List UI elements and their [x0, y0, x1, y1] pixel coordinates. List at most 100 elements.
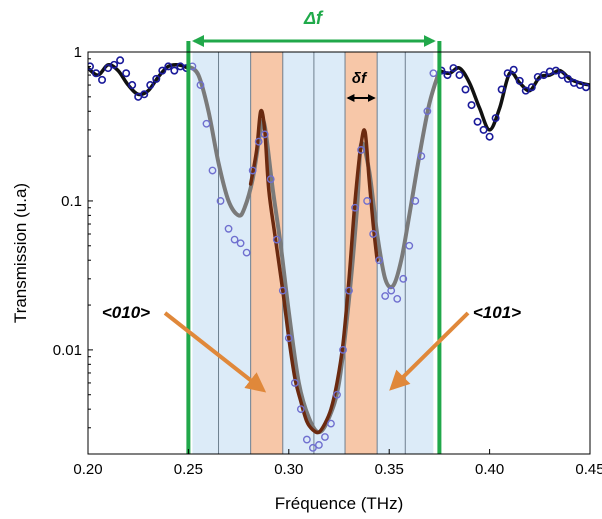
outer-data-point [146, 81, 155, 90]
plot-frame [87, 51, 591, 455]
y-tick-label: 0.1 [61, 193, 82, 210]
inner-data-point [339, 345, 347, 354]
inner-data-point [272, 235, 281, 244]
outer-data-point [509, 65, 518, 74]
outer-data-point [140, 90, 149, 99]
inner-data-point [333, 390, 341, 399]
y-axis-title: Transmission (u.a) [11, 183, 30, 323]
inner-data-point [224, 224, 233, 233]
x-axis-ticks: 0.20 0.25 0.30 0.35 0.40 0.45 [73, 449, 602, 478]
inner-data-point [381, 292, 390, 300]
x-tick-label: 0.35 [375, 461, 404, 478]
blue-band [218, 52, 251, 454]
frequency-bands [192, 52, 434, 454]
outer-data-point [485, 132, 494, 141]
x-tick-label: 0.40 [475, 461, 504, 478]
inner-data-point [327, 419, 335, 428]
outer-data-point [467, 101, 476, 110]
inner-data-point [208, 166, 217, 175]
inner-data-point [351, 203, 359, 212]
inner-data-point [387, 286, 396, 295]
inner-data-point [196, 81, 205, 89]
outer-data-point [455, 71, 464, 80]
inner-data-point [321, 433, 329, 441]
outer-data-point [491, 114, 500, 123]
y-axis-ticks: 0.01 0.1 1 [53, 44, 93, 455]
inner-data-point [369, 230, 378, 238]
x-tick-label: 0.25 [174, 461, 203, 478]
outer-data-point [473, 117, 482, 126]
inner-data-point [308, 443, 317, 452]
outer-data-point [122, 69, 131, 78]
stopband-lines [186, 41, 442, 454]
inner-data-point [363, 197, 372, 205]
outer-data-point [497, 85, 506, 94]
outer-data-point [521, 86, 530, 95]
outer-data-point [563, 74, 572, 83]
x-tick-label: 0.30 [274, 461, 303, 478]
inner-data-point [254, 137, 263, 146]
outer-data-point [128, 81, 137, 90]
inner-data-point [393, 294, 402, 303]
outer-data-point [92, 69, 101, 78]
blue-band [192, 52, 219, 454]
x-axis-title: Fréquence (THz) [275, 494, 403, 513]
outer-data-point [539, 71, 548, 80]
direction-arrow-101 [389, 311, 470, 391]
inner-data-point [266, 175, 275, 184]
inner-data-point [202, 119, 211, 128]
direction-label-101: <101> [473, 303, 521, 322]
outer-data-point [110, 60, 119, 69]
inner-data-point [302, 435, 311, 444]
outer-data-point [104, 64, 113, 73]
outer-data-point [116, 56, 125, 65]
outer-data-point [515, 76, 524, 85]
outer-data-point [98, 75, 107, 84]
inner-data-point [357, 146, 365, 154]
points-layer [88, 56, 590, 452]
inner-data-point [399, 274, 408, 283]
inner-data-point [248, 166, 257, 175]
inner-data-point [345, 286, 353, 295]
cell-width-label: δf [352, 70, 368, 87]
outer-curve-left [88, 62, 191, 97]
outer-data-point [479, 125, 488, 134]
inner-data-point [296, 405, 305, 414]
outer-data-point [461, 85, 470, 94]
direction-arrow-010 [163, 311, 267, 393]
x-tick-label: 0.45 [575, 461, 602, 478]
outer-data-point [527, 83, 536, 92]
inner-data-point [375, 256, 384, 265]
outer-data-point [551, 66, 560, 75]
inner-data-point [423, 107, 432, 116]
outer-data-point [503, 69, 512, 78]
inner-data-point [411, 197, 420, 205]
x-tick-label: 0.20 [73, 461, 102, 478]
y-tick-label: 0.01 [53, 342, 82, 359]
inner-data-point [236, 239, 245, 248]
y-tick-label: 1 [74, 44, 82, 61]
outer-data-point [158, 66, 167, 75]
stopband-width-label: Δf [303, 8, 324, 28]
direction-label-010: <010> [102, 303, 150, 322]
resonance-curve [248, 108, 379, 435]
outer-data-point [557, 71, 566, 80]
inner-data-point [284, 334, 293, 342]
inner-data-point [230, 235, 239, 244]
inner-data-point [278, 286, 287, 295]
inner-data-point [315, 441, 323, 449]
outer-data-point [164, 62, 173, 71]
inner-data-point [405, 241, 414, 250]
outer-data-point [88, 62, 95, 71]
outer-data-point [152, 74, 161, 83]
inner-data-point [429, 69, 438, 78]
outer-data-point [443, 71, 452, 80]
outer-data-point [449, 64, 458, 73]
outer-data-point [170, 66, 179, 75]
inner-data-point [260, 130, 269, 139]
inner-data-point [216, 197, 225, 205]
inner-data-point [242, 248, 251, 257]
outer-data-point [581, 83, 590, 92]
inner-data-point [290, 379, 299, 387]
